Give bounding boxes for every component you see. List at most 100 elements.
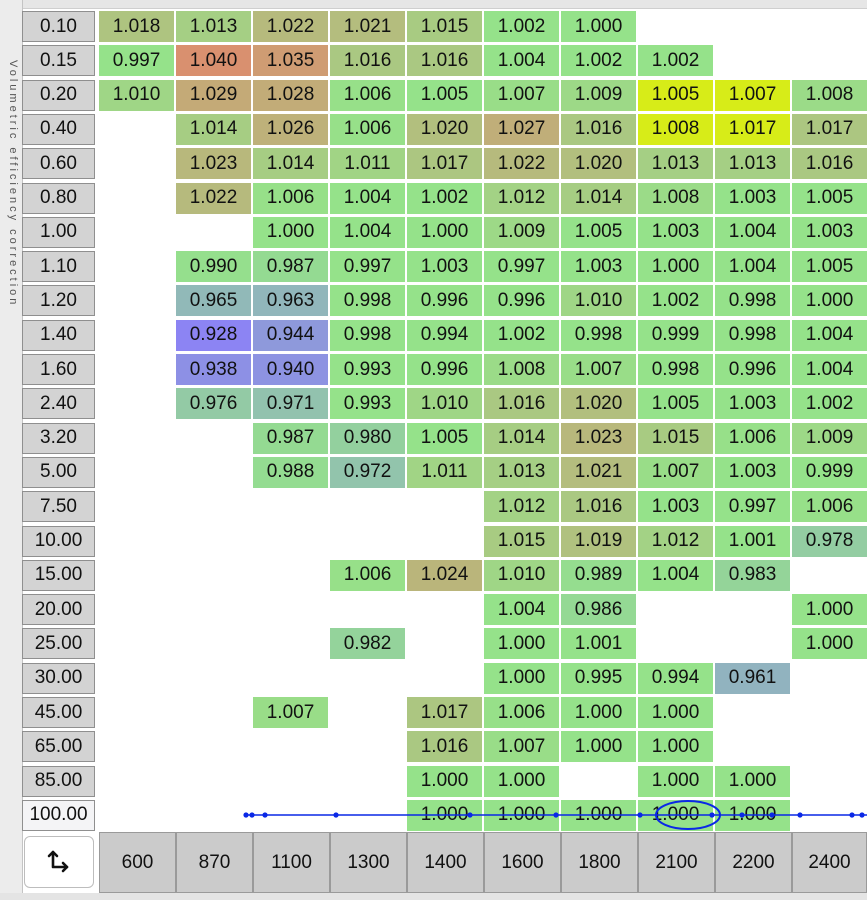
table-cell[interactable]: 1.000 (407, 799, 483, 832)
table-cell[interactable]: 1.021 (330, 11, 406, 43)
row-header[interactable]: 0.20 (22, 79, 95, 111)
table-cell[interactable]: 0.983 (715, 559, 791, 592)
table-cell[interactable]: 1.000 (792, 285, 867, 318)
table-cell[interactable]: 1.002 (407, 182, 483, 215)
table-cell[interactable]: 1.000 (638, 251, 714, 284)
table-cell[interactable]: 1.013 (715, 148, 791, 181)
table-cell[interactable]: 1.001 (561, 628, 637, 661)
table-cell[interactable]: 1.014 (253, 148, 329, 181)
table-cell[interactable]: 0.965 (176, 285, 252, 318)
row-header[interactable]: 1.10 (22, 251, 95, 283)
table-cell[interactable]: 1.000 (407, 216, 483, 249)
row-header[interactable]: 20.00 (22, 594, 95, 626)
table-cell[interactable]: 0.938 (176, 354, 252, 386)
table-cell[interactable]: 0.987 (253, 422, 329, 455)
table-cell[interactable]: 0.988 (253, 456, 329, 489)
row-header[interactable]: 10.00 (22, 525, 95, 557)
table-cell[interactable]: 0.994 (407, 319, 483, 352)
column-header[interactable]: 2400 (792, 832, 867, 893)
table-cell[interactable]: 1.040 (176, 45, 252, 78)
row-header[interactable]: 15.00 (22, 559, 95, 591)
row-header[interactable]: 100.00 (22, 799, 95, 831)
table-cell[interactable]: 0.972 (330, 456, 406, 489)
column-header[interactable]: 600 (99, 832, 176, 893)
table-cell[interactable]: 1.007 (715, 79, 791, 112)
table-cell[interactable]: 1.000 (484, 662, 560, 695)
column-header[interactable]: 2100 (638, 832, 715, 893)
table-cell[interactable]: 1.017 (407, 697, 483, 729)
row-header[interactable]: 1.00 (22, 216, 95, 248)
table-cell[interactable]: 1.005 (792, 251, 867, 284)
table-cell[interactable]: 0.976 (176, 388, 252, 421)
table-cell[interactable]: 0.986 (561, 594, 637, 627)
table-cell[interactable]: 1.002 (792, 388, 867, 421)
table-cell[interactable]: 1.000 (638, 731, 714, 764)
table-cell[interactable]: 0.997 (99, 45, 175, 78)
row-header[interactable]: 45.00 (22, 697, 95, 728)
table-cell[interactable]: 1.006 (253, 182, 329, 215)
row-header[interactable]: 2.40 (22, 388, 95, 420)
table-cell[interactable]: 1.008 (484, 354, 560, 386)
table-cell[interactable]: 1.020 (407, 113, 483, 146)
table-cell[interactable]: 1.015 (638, 422, 714, 455)
table-cell[interactable]: 1.006 (484, 697, 560, 729)
row-header[interactable]: 1.20 (22, 285, 95, 317)
table-cell[interactable]: 1.011 (407, 456, 483, 489)
table-cell[interactable]: 1.013 (638, 148, 714, 181)
table-cell[interactable]: 1.000 (484, 765, 560, 798)
table-cell[interactable]: 1.029 (176, 79, 252, 112)
table-cell[interactable]: 1.005 (407, 79, 483, 112)
row-header[interactable]: 0.15 (22, 45, 95, 77)
column-header[interactable]: 870 (176, 832, 253, 893)
row-header[interactable]: 25.00 (22, 628, 95, 660)
table-cell[interactable]: 1.035 (253, 45, 329, 78)
swap-axes-button[interactable] (24, 836, 94, 888)
column-header[interactable]: 1300 (330, 832, 407, 893)
table-cell[interactable]: 1.000 (561, 799, 637, 832)
table-cell[interactable]: 0.997 (330, 251, 406, 284)
table-cell[interactable]: 1.006 (330, 113, 406, 146)
table-cell[interactable]: 0.963 (253, 285, 329, 318)
column-header[interactable]: 1100 (253, 832, 330, 893)
table-cell[interactable]: 1.006 (330, 79, 406, 112)
table-cell[interactable]: 1.017 (792, 113, 867, 146)
table-cell[interactable]: 1.000 (792, 594, 867, 627)
column-header[interactable]: 1600 (484, 832, 561, 893)
table-cell[interactable]: 1.002 (484, 319, 560, 352)
table-cell[interactable]: 1.000 (792, 628, 867, 661)
table-cell[interactable]: 1.000 (638, 765, 714, 798)
table-cell[interactable]: 1.004 (330, 216, 406, 249)
table-cell[interactable]: 1.005 (792, 182, 867, 215)
table-cell[interactable]: 1.014 (484, 422, 560, 455)
table-cell[interactable]: 1.012 (484, 491, 560, 524)
table-cell[interactable]: 1.010 (561, 285, 637, 318)
table-cell[interactable]: 0.999 (792, 456, 867, 489)
table-cell[interactable]: 1.005 (638, 79, 714, 112)
table-cell[interactable]: 1.018 (99, 11, 175, 43)
table-cell[interactable]: 1.027 (484, 113, 560, 146)
table-cell[interactable]: 1.006 (330, 559, 406, 592)
table-cell[interactable]: 1.006 (715, 422, 791, 455)
table-cell[interactable]: 1.000 (715, 799, 791, 832)
table-cell[interactable]: 1.009 (561, 79, 637, 112)
table-cell[interactable]: 1.003 (407, 251, 483, 284)
table-cell[interactable]: 1.001 (715, 525, 791, 558)
row-header[interactable]: 7.50 (22, 491, 95, 523)
table-cell[interactable]: 1.004 (330, 182, 406, 215)
table-cell[interactable]: 1.010 (99, 79, 175, 112)
table-cell[interactable]: 1.016 (792, 148, 867, 181)
table-cell[interactable]: 0.990 (176, 251, 252, 284)
table-cell[interactable]: 0.998 (715, 319, 791, 352)
table-cell[interactable]: 0.996 (407, 285, 483, 318)
table-cell[interactable]: 1.004 (792, 319, 867, 352)
table-cell[interactable]: 1.007 (561, 354, 637, 386)
table-cell[interactable]: 1.016 (484, 388, 560, 421)
table-cell[interactable]: 1.020 (561, 388, 637, 421)
table-cell[interactable]: 1.005 (407, 422, 483, 455)
table-cell[interactable]: 0.993 (330, 354, 406, 386)
table-cell[interactable]: 1.008 (638, 182, 714, 215)
column-header[interactable]: 2200 (715, 832, 792, 893)
table-cell[interactable]: 1.013 (176, 11, 252, 43)
table-cell[interactable]: 1.000 (407, 765, 483, 798)
table-cell[interactable]: 1.022 (253, 11, 329, 43)
